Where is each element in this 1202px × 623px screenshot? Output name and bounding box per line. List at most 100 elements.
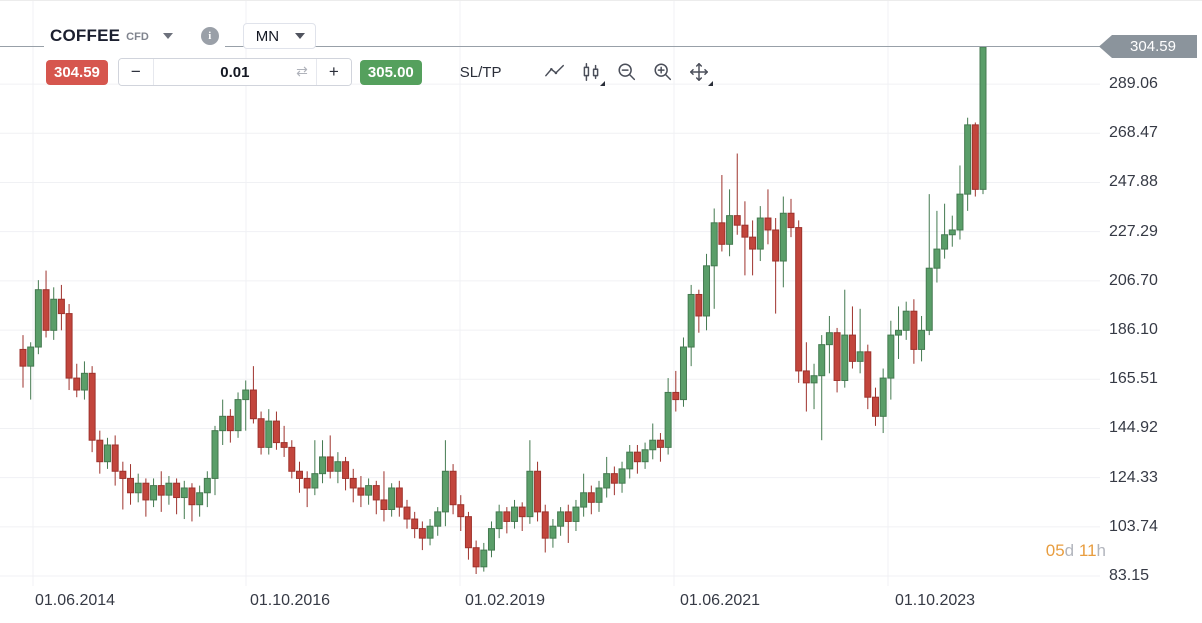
- countdown-days-unit: d: [1064, 541, 1075, 560]
- sell-price-button[interactable]: 304.59: [46, 59, 108, 85]
- candle-body: [196, 492, 204, 506]
- candle-body: [127, 477, 135, 494]
- candlestick-style-icon[interactable]: [579, 60, 606, 86]
- y-axis-label: 165.51: [1109, 370, 1158, 388]
- candle-body: [349, 477, 357, 489]
- timeframe-dropdown[interactable]: MN: [242, 23, 317, 49]
- candle-body: [234, 399, 242, 432]
- candle-body: [80, 372, 88, 391]
- candle-body: [65, 313, 73, 379]
- candle-body: [925, 267, 933, 331]
- y-axis-label: 268.47: [1109, 124, 1158, 142]
- zoom-in-icon[interactable]: [651, 60, 675, 84]
- candle-body: [641, 449, 649, 463]
- x-axis-label: 01.06.2021: [679, 592, 761, 609]
- instrument-info-button[interactable]: i: [178, 22, 225, 50]
- instrument-selector[interactable]: COFFEE CFD: [44, 22, 179, 50]
- candle-body: [764, 217, 772, 231]
- sltp-button[interactable]: SL/TP: [459, 63, 502, 81]
- candle-body: [772, 229, 780, 262]
- refresh-icon[interactable]: ⇄: [296, 63, 308, 79]
- candle-body: [941, 234, 949, 250]
- candle-body: [979, 46, 987, 190]
- y-axis-label: 247.88: [1109, 173, 1158, 191]
- y-axis-label: 83.15: [1109, 567, 1150, 585]
- candle-body: [96, 439, 104, 463]
- candle-body: [971, 124, 979, 190]
- dropdown-corner-indicator: [600, 81, 606, 86]
- zoom-out-icon[interactable]: [615, 60, 639, 84]
- candle-body: [687, 293, 695, 348]
- candle-body: [103, 444, 111, 463]
- y-axis-label: 227.29: [1109, 222, 1158, 240]
- candle-body: [810, 375, 818, 384]
- candle-body: [457, 504, 465, 518]
- candle-body: [357, 487, 365, 496]
- countdown-hours: 11: [1078, 541, 1097, 560]
- volume-field[interactable]: 0.01 ⇄: [154, 59, 316, 85]
- instrument-type-label: CFD: [126, 31, 149, 43]
- candle-body: [864, 351, 872, 398]
- candle-body: [342, 461, 350, 479]
- candle-body: [825, 332, 833, 346]
- candle-body: [741, 224, 749, 238]
- candle-body: [710, 222, 718, 267]
- info-icon: i: [200, 27, 219, 45]
- candle-body: [879, 377, 887, 417]
- candle-body: [818, 344, 826, 377]
- candle-body: [626, 451, 634, 470]
- chevron-down-icon[interactable]: [162, 33, 173, 39]
- instrument-symbol: COFFEE: [50, 26, 121, 45]
- candle-body: [733, 215, 741, 226]
- x-axis-label: 01.02.2019: [464, 592, 546, 609]
- candle-body: [580, 492, 588, 508]
- candle-body: [795, 227, 803, 372]
- candle-body: [695, 293, 703, 317]
- line-chart-icon[interactable]: [543, 60, 567, 84]
- candle-body: [411, 518, 419, 530]
- candle-body: [887, 334, 895, 379]
- x-axis-label: 01.10.2023: [894, 592, 976, 609]
- candle-body: [380, 499, 388, 510]
- candle-body: [157, 485, 165, 496]
- candle-body: [910, 310, 918, 350]
- candle-body: [633, 451, 641, 463]
- candle-body: [718, 222, 726, 245]
- candle-body: [242, 389, 250, 401]
- candle-body: [303, 477, 311, 489]
- instrument-toolbar: COFFEE CFD i MN: [44, 22, 317, 50]
- candle-body: [649, 439, 657, 451]
- candle-body: [964, 124, 972, 195]
- buy-price-button[interactable]: 305.00: [359, 59, 422, 85]
- candle-body: [165, 482, 173, 496]
- candle-body: [572, 506, 580, 522]
- candle-body: [856, 351, 864, 362]
- candle-body: [295, 470, 303, 479]
- candle-body: [787, 212, 795, 229]
- candle-body: [902, 310, 910, 331]
- y-axis-label: 124.33: [1109, 468, 1158, 486]
- candle-body: [656, 439, 664, 448]
- candle-body: [871, 396, 879, 417]
- candle-body: [119, 470, 127, 479]
- timeframe-value: MN: [255, 27, 280, 45]
- candle-body: [188, 487, 196, 506]
- candle-body: [726, 215, 734, 245]
- current-price-marker: 304.59: [1099, 35, 1197, 58]
- candle-body: [610, 473, 618, 484]
- candle-body: [703, 265, 711, 317]
- pan-icon[interactable]: [687, 60, 714, 86]
- candle-body: [618, 468, 626, 484]
- candle-body: [526, 470, 534, 518]
- candle-body: [326, 456, 334, 472]
- candle-body: [42, 289, 50, 331]
- volume-decrease-button[interactable]: −: [118, 59, 154, 85]
- candle-body: [549, 525, 557, 539]
- candle-body: [487, 528, 495, 551]
- candle-body: [27, 346, 35, 367]
- y-axis-label: 289.06: [1109, 75, 1158, 93]
- candle-body: [265, 420, 273, 448]
- volume-increase-button[interactable]: +: [315, 59, 351, 85]
- candle-body: [956, 193, 964, 231]
